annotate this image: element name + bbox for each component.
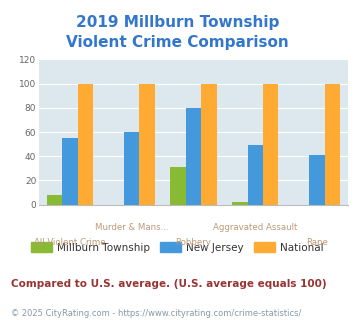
Bar bbox=[325, 83, 340, 205]
Bar bbox=[201, 83, 217, 205]
Bar bbox=[263, 83, 278, 205]
Text: © 2025 CityRating.com - https://www.cityrating.com/crime-statistics/: © 2025 CityRating.com - https://www.city… bbox=[11, 309, 301, 317]
Bar bbox=[47, 195, 62, 205]
Bar bbox=[170, 167, 186, 205]
Bar bbox=[62, 138, 78, 205]
Bar bbox=[309, 155, 325, 205]
Text: Aggravated Assault: Aggravated Assault bbox=[213, 223, 297, 232]
Bar bbox=[247, 145, 263, 205]
Bar bbox=[124, 132, 140, 205]
Text: Compared to U.S. average. (U.S. average equals 100): Compared to U.S. average. (U.S. average … bbox=[11, 279, 326, 289]
Bar bbox=[78, 83, 93, 205]
Bar bbox=[140, 83, 155, 205]
Text: Robbery: Robbery bbox=[175, 238, 212, 247]
Bar bbox=[186, 108, 201, 205]
Text: 2019 Millburn Township: 2019 Millburn Township bbox=[76, 15, 279, 30]
Text: Murder & Mans...: Murder & Mans... bbox=[95, 223, 169, 232]
Legend: Millburn Township, New Jersey, National: Millburn Township, New Jersey, National bbox=[31, 242, 324, 253]
Bar bbox=[232, 202, 247, 205]
Text: Violent Crime Comparison: Violent Crime Comparison bbox=[66, 35, 289, 50]
Text: All Violent Crime: All Violent Crime bbox=[34, 238, 106, 247]
Text: Rape: Rape bbox=[306, 238, 328, 247]
